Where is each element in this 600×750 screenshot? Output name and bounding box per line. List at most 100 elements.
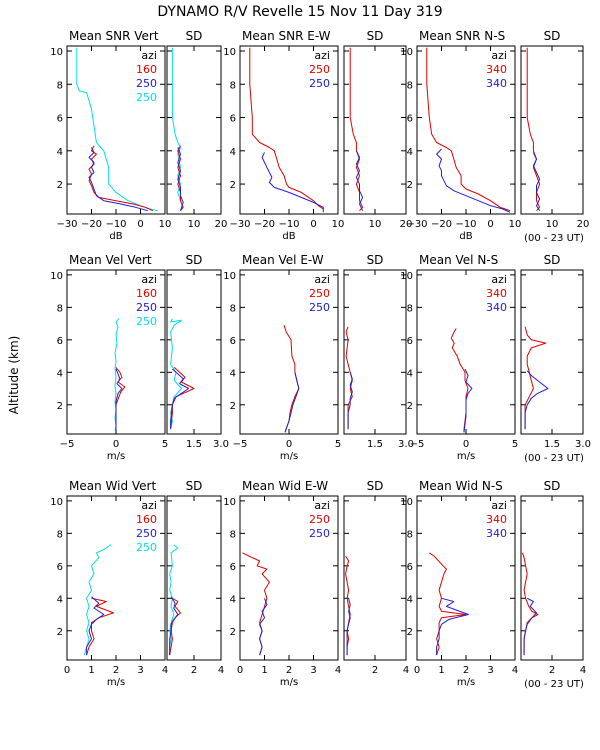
y-tick-label: 8 bbox=[407, 303, 413, 314]
series-line-cyan bbox=[171, 47, 184, 212]
x-tick-label: 10 bbox=[332, 219, 345, 230]
series-line-blue bbox=[463, 368, 473, 433]
y-tick-label: 4 bbox=[57, 368, 63, 379]
y-tick-label: 2 bbox=[57, 401, 63, 412]
series-line-blue bbox=[170, 368, 190, 430]
figure-title: DYNAMO R/V Revelle 15 Nov 11 Day 319 bbox=[157, 4, 442, 20]
x-tick-label: 0 bbox=[463, 439, 469, 450]
legend-entry: 250 bbox=[136, 77, 157, 90]
y-tick-label: 8 bbox=[407, 80, 413, 91]
y-tick-label: 4 bbox=[230, 147, 236, 158]
series-line-red bbox=[115, 367, 126, 430]
y-tick-label: 2 bbox=[230, 180, 236, 191]
legend-entry: 250 bbox=[309, 513, 330, 526]
x-axis-label: m/s bbox=[457, 677, 475, 688]
panel-title: Mean Vel Vert bbox=[69, 253, 152, 267]
y-tick-label: 4 bbox=[57, 147, 63, 158]
ut-note: (00 - 23 UT) bbox=[524, 679, 584, 690]
panel-frame bbox=[520, 269, 584, 435]
x-tick-label: 5 bbox=[162, 439, 168, 450]
panel-title: SD bbox=[186, 29, 203, 43]
legend-entry: 340 bbox=[486, 63, 507, 76]
series-line-red bbox=[429, 552, 467, 656]
panel-frame bbox=[343, 269, 407, 435]
legend-header: azi bbox=[314, 49, 330, 62]
y-tick-label: 4 bbox=[230, 594, 236, 605]
x-axis-label: m/s bbox=[107, 451, 125, 462]
series-line-blue bbox=[177, 147, 184, 211]
panel-title: SD bbox=[186, 253, 203, 267]
series-line-blue bbox=[355, 150, 364, 211]
y-tick-label: 10 bbox=[223, 497, 236, 508]
x-tick-label: −10 bbox=[278, 219, 299, 230]
series-line-red bbox=[426, 47, 511, 212]
y-tick-label: 6 bbox=[57, 336, 63, 347]
series-line-blue bbox=[436, 597, 469, 656]
x-tick-label: 20 bbox=[577, 219, 590, 230]
y-tick-label: 10 bbox=[223, 47, 236, 58]
x-tick-label: −10 bbox=[455, 219, 476, 230]
series-line-red bbox=[249, 47, 324, 210]
y-tick-label: 8 bbox=[57, 80, 63, 91]
x-tick-label: 1 bbox=[438, 665, 444, 676]
panel-title: Mean Wid Vert bbox=[69, 479, 156, 493]
legend-header: azi bbox=[491, 499, 507, 512]
panel-title: Mean SNR Vert bbox=[69, 29, 159, 43]
panel-title: Mean Vel E-W bbox=[242, 253, 324, 267]
legend-entry: 160 bbox=[136, 287, 157, 300]
y-tick-label: 2 bbox=[407, 180, 413, 191]
panel-title: SD bbox=[186, 479, 203, 493]
series-line-blue bbox=[88, 147, 148, 212]
series-line-cyan bbox=[76, 47, 158, 212]
x-tick-label: 1.5 bbox=[367, 439, 383, 450]
x-tick-label: 4 bbox=[580, 665, 586, 676]
series-line-blue bbox=[436, 148, 511, 213]
y-tick-label: 2 bbox=[230, 401, 236, 412]
series-line-red bbox=[177, 145, 184, 212]
y-tick-label: 2 bbox=[230, 627, 236, 638]
legend-entry: 250 bbox=[136, 91, 157, 104]
series-line-blue bbox=[347, 372, 353, 430]
series-line-red bbox=[345, 326, 353, 430]
legend-header: azi bbox=[314, 273, 330, 286]
panel-frame bbox=[520, 495, 584, 661]
x-tick-label: −5 bbox=[410, 439, 425, 450]
ut-note: (00 - 23 UT) bbox=[524, 233, 584, 244]
series-line-red bbox=[345, 555, 351, 656]
x-tick-label: 2 bbox=[191, 665, 197, 676]
x-axis-label: dB bbox=[282, 231, 295, 242]
series-line-blue bbox=[284, 372, 300, 433]
y-tick-label: 4 bbox=[407, 368, 413, 379]
y-tick-label: 10 bbox=[50, 47, 63, 58]
legend-entry: 160 bbox=[136, 513, 157, 526]
series-line-red bbox=[242, 552, 270, 656]
series-line-blue bbox=[523, 597, 537, 656]
x-tick-label: −20 bbox=[431, 219, 452, 230]
y-tick-label: 10 bbox=[400, 271, 413, 282]
x-tick-label: 1.5 bbox=[186, 439, 202, 450]
panel-frame bbox=[343, 495, 407, 661]
x-axis-label: m/s bbox=[457, 451, 475, 462]
x-tick-label: 2 bbox=[113, 665, 119, 676]
y-tick-label: 10 bbox=[400, 47, 413, 58]
legend-entry: 250 bbox=[309, 77, 330, 90]
legend-header: azi bbox=[141, 499, 157, 512]
y-tick-label: 2 bbox=[57, 180, 63, 191]
legend-entry: 250 bbox=[309, 63, 330, 76]
y-tick-label: 10 bbox=[223, 271, 236, 282]
panel-1-1: SD 1.5 3.0 bbox=[166, 253, 229, 450]
panel-frame bbox=[166, 269, 222, 435]
y-tick-label: 4 bbox=[407, 147, 413, 158]
panel-2-3: SD 2 4 bbox=[343, 479, 409, 676]
y-tick-label: 6 bbox=[230, 114, 236, 125]
legend-header: azi bbox=[491, 273, 507, 286]
legend-header: azi bbox=[314, 499, 330, 512]
x-tick-label: 20 bbox=[400, 219, 413, 230]
legend-entry: 250 bbox=[136, 301, 157, 314]
x-tick-label: 10 bbox=[188, 219, 201, 230]
